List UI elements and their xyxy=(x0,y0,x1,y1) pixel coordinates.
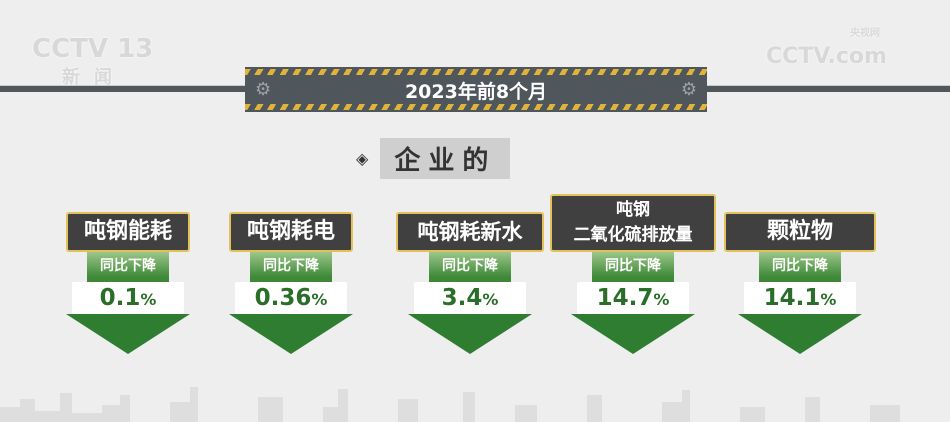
cctv13-logo: CCTV 13 xyxy=(32,34,154,64)
metric-value: 14.1% xyxy=(744,282,856,314)
down-arrow: 同比下降 0.1% xyxy=(66,252,190,354)
yoy-label: 同比下降 xyxy=(263,258,319,274)
section-title: 企业的 xyxy=(380,138,511,179)
yoy-label: 同比下降 xyxy=(605,258,661,274)
metric-value: 3.4% xyxy=(414,282,526,314)
banner-title: 2023年前8个月 xyxy=(404,81,548,103)
cctv-com-logo: CCTV.com xyxy=(766,44,887,69)
metric-label: 吨钢耗新水 xyxy=(396,212,544,252)
label-line: 吨钢 xyxy=(616,200,650,220)
metric-label: 颗粒物 xyxy=(724,212,876,252)
metric-value: 0.1% xyxy=(72,282,184,314)
section-heading: ◈ 企业的 xyxy=(356,138,511,179)
metric-label: 吨钢 二氧化硫排放量 xyxy=(550,194,716,252)
diamond-icon: ◈ xyxy=(356,149,369,168)
down-arrow: 同比下降 14.1% xyxy=(738,252,862,354)
label-line: 二氧化硫排放量 xyxy=(573,225,693,245)
metric-value: 0.36% xyxy=(235,282,347,314)
channel-name: 新闻 xyxy=(62,67,126,88)
down-arrow: 同比下降 14.7% xyxy=(571,252,695,354)
metric-label: 吨钢能耗 xyxy=(66,212,190,252)
gear-icon: ⚙ xyxy=(680,79,697,100)
yoy-label: 同比下降 xyxy=(772,258,828,274)
yoy-label: 同比下降 xyxy=(442,258,498,274)
period-banner: ⚙ 2023年前8个月 ⚙ xyxy=(245,67,707,112)
metric-label: 吨钢耗电 xyxy=(229,212,353,252)
cctv-site-name: 央视网 xyxy=(850,28,880,39)
metric-value: 14.7% xyxy=(577,282,689,314)
city-skyline xyxy=(0,387,900,422)
down-arrow: 同比下降 3.4% xyxy=(408,252,532,354)
yoy-label: 同比下降 xyxy=(100,258,156,274)
gear-icon: ⚙ xyxy=(255,79,272,100)
down-arrow: 同比下降 0.36% xyxy=(229,252,353,354)
